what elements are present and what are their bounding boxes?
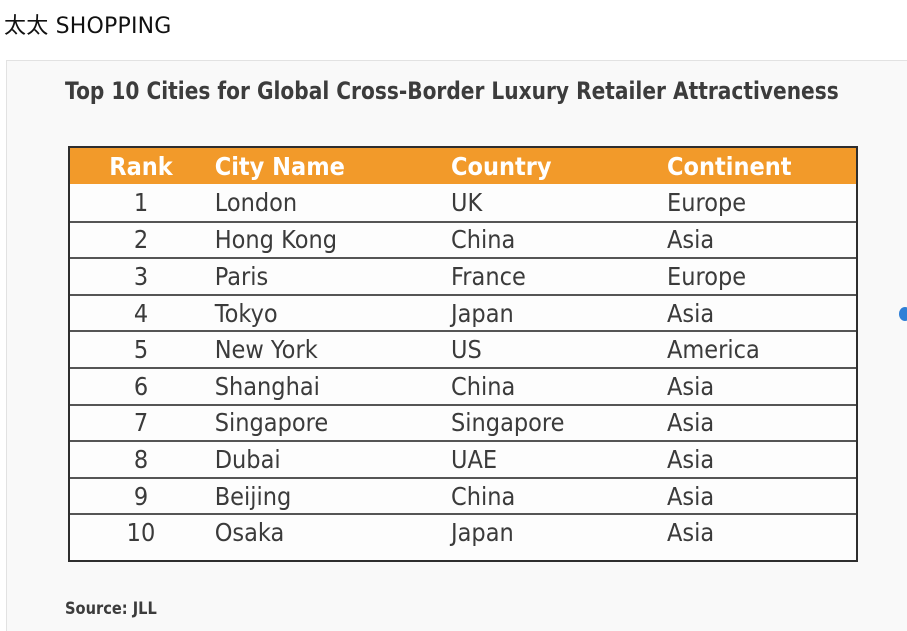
header-city-name: City Name — [214, 151, 345, 181]
cell-rank: 6 — [133, 371, 149, 401]
table-row: 3 Paris France Europe — [70, 257, 856, 294]
cell-city-name: Singapore — [214, 408, 329, 438]
header-country: Country — [451, 151, 552, 181]
cell-rank: 7 — [133, 408, 149, 438]
table-row: 7 Singapore Singapore Asia — [70, 403, 856, 441]
table-body: 1 London UK Europe 2 Hong Kong China Asia 3 Paris… — [70, 184, 856, 550]
cell-continent: Asia — [667, 298, 715, 328]
cell-rank: 10 — [126, 518, 156, 548]
cell-city-name: New York — [214, 335, 318, 365]
cell-country: UAE — [451, 444, 498, 474]
cell-country: Japan — [451, 298, 514, 328]
cell-country: Singapore — [451, 408, 565, 438]
cell-country: UK — [451, 187, 483, 217]
cell-country: China — [451, 481, 516, 511]
table-title: Top 10 Cities for Global Cross-Border Lu… — [65, 77, 839, 105]
cell-city-name: Dubai — [214, 444, 281, 474]
cell-continent: Europe — [667, 261, 747, 291]
table-row: 4 Tokyo Japan Asia — [70, 293, 856, 331]
cell-rank: 3 — [133, 261, 149, 291]
cell-continent: Asia — [667, 444, 715, 474]
ranking-table: Rank City Name Country Continent 1 London… — [68, 146, 858, 562]
table-row: 1 London UK Europe — [70, 184, 856, 221]
cell-rank: 2 — [133, 225, 149, 255]
table-row: 10 Osaka Japan Asia — [70, 513, 856, 550]
cell-country: Japan — [451, 518, 514, 548]
source-note: Source: JLL — [65, 599, 157, 619]
table-header-row: Rank City Name Country Continent — [70, 148, 856, 184]
cell-city-name: London — [214, 187, 298, 217]
cell-continent: Asia — [667, 408, 715, 438]
table-row: 5 New York US America — [70, 330, 856, 367]
cell-continent: Asia — [667, 225, 715, 255]
cell-city-name: Tokyo — [214, 298, 278, 328]
table-row: 2 Hong Kong China Asia — [70, 220, 856, 258]
site-title: 太太 SHOPPING — [4, 14, 172, 39]
cell-rank: 5 — [133, 335, 149, 365]
cell-rank: 8 — [133, 444, 149, 474]
cell-continent: Europe — [667, 187, 747, 217]
scroll-indicator-dot[interactable] — [899, 307, 907, 321]
table-row: 6 Shanghai China Asia — [70, 366, 856, 404]
cell-continent: Asia — [667, 518, 715, 548]
header-continent: Continent — [667, 151, 792, 181]
cell-rank: 1 — [133, 187, 149, 217]
cell-rank: 9 — [133, 481, 149, 511]
cell-continent: Asia — [667, 371, 715, 401]
cell-city-name: Shanghai — [214, 371, 320, 401]
cell-city-name: Paris — [214, 261, 269, 291]
cell-country: China — [451, 225, 516, 255]
cell-country: US — [451, 335, 482, 365]
cell-continent: America — [667, 335, 760, 365]
header-rank: Rank — [109, 151, 173, 181]
cell-city-name: Osaka — [214, 518, 285, 548]
table-row: 8 Dubai UAE Asia — [70, 440, 856, 477]
cell-rank: 4 — [133, 298, 149, 328]
cell-continent: Asia — [667, 481, 715, 511]
cell-city-name: Beijing — [214, 481, 292, 511]
cell-country: France — [451, 261, 526, 291]
cell-country: China — [451, 371, 516, 401]
table-row: 9 Beijing China Asia — [70, 476, 856, 514]
article-image: Top 10 Cities for Global Cross-Border Lu… — [6, 60, 907, 631]
cell-city-name: Hong Kong — [214, 225, 338, 255]
